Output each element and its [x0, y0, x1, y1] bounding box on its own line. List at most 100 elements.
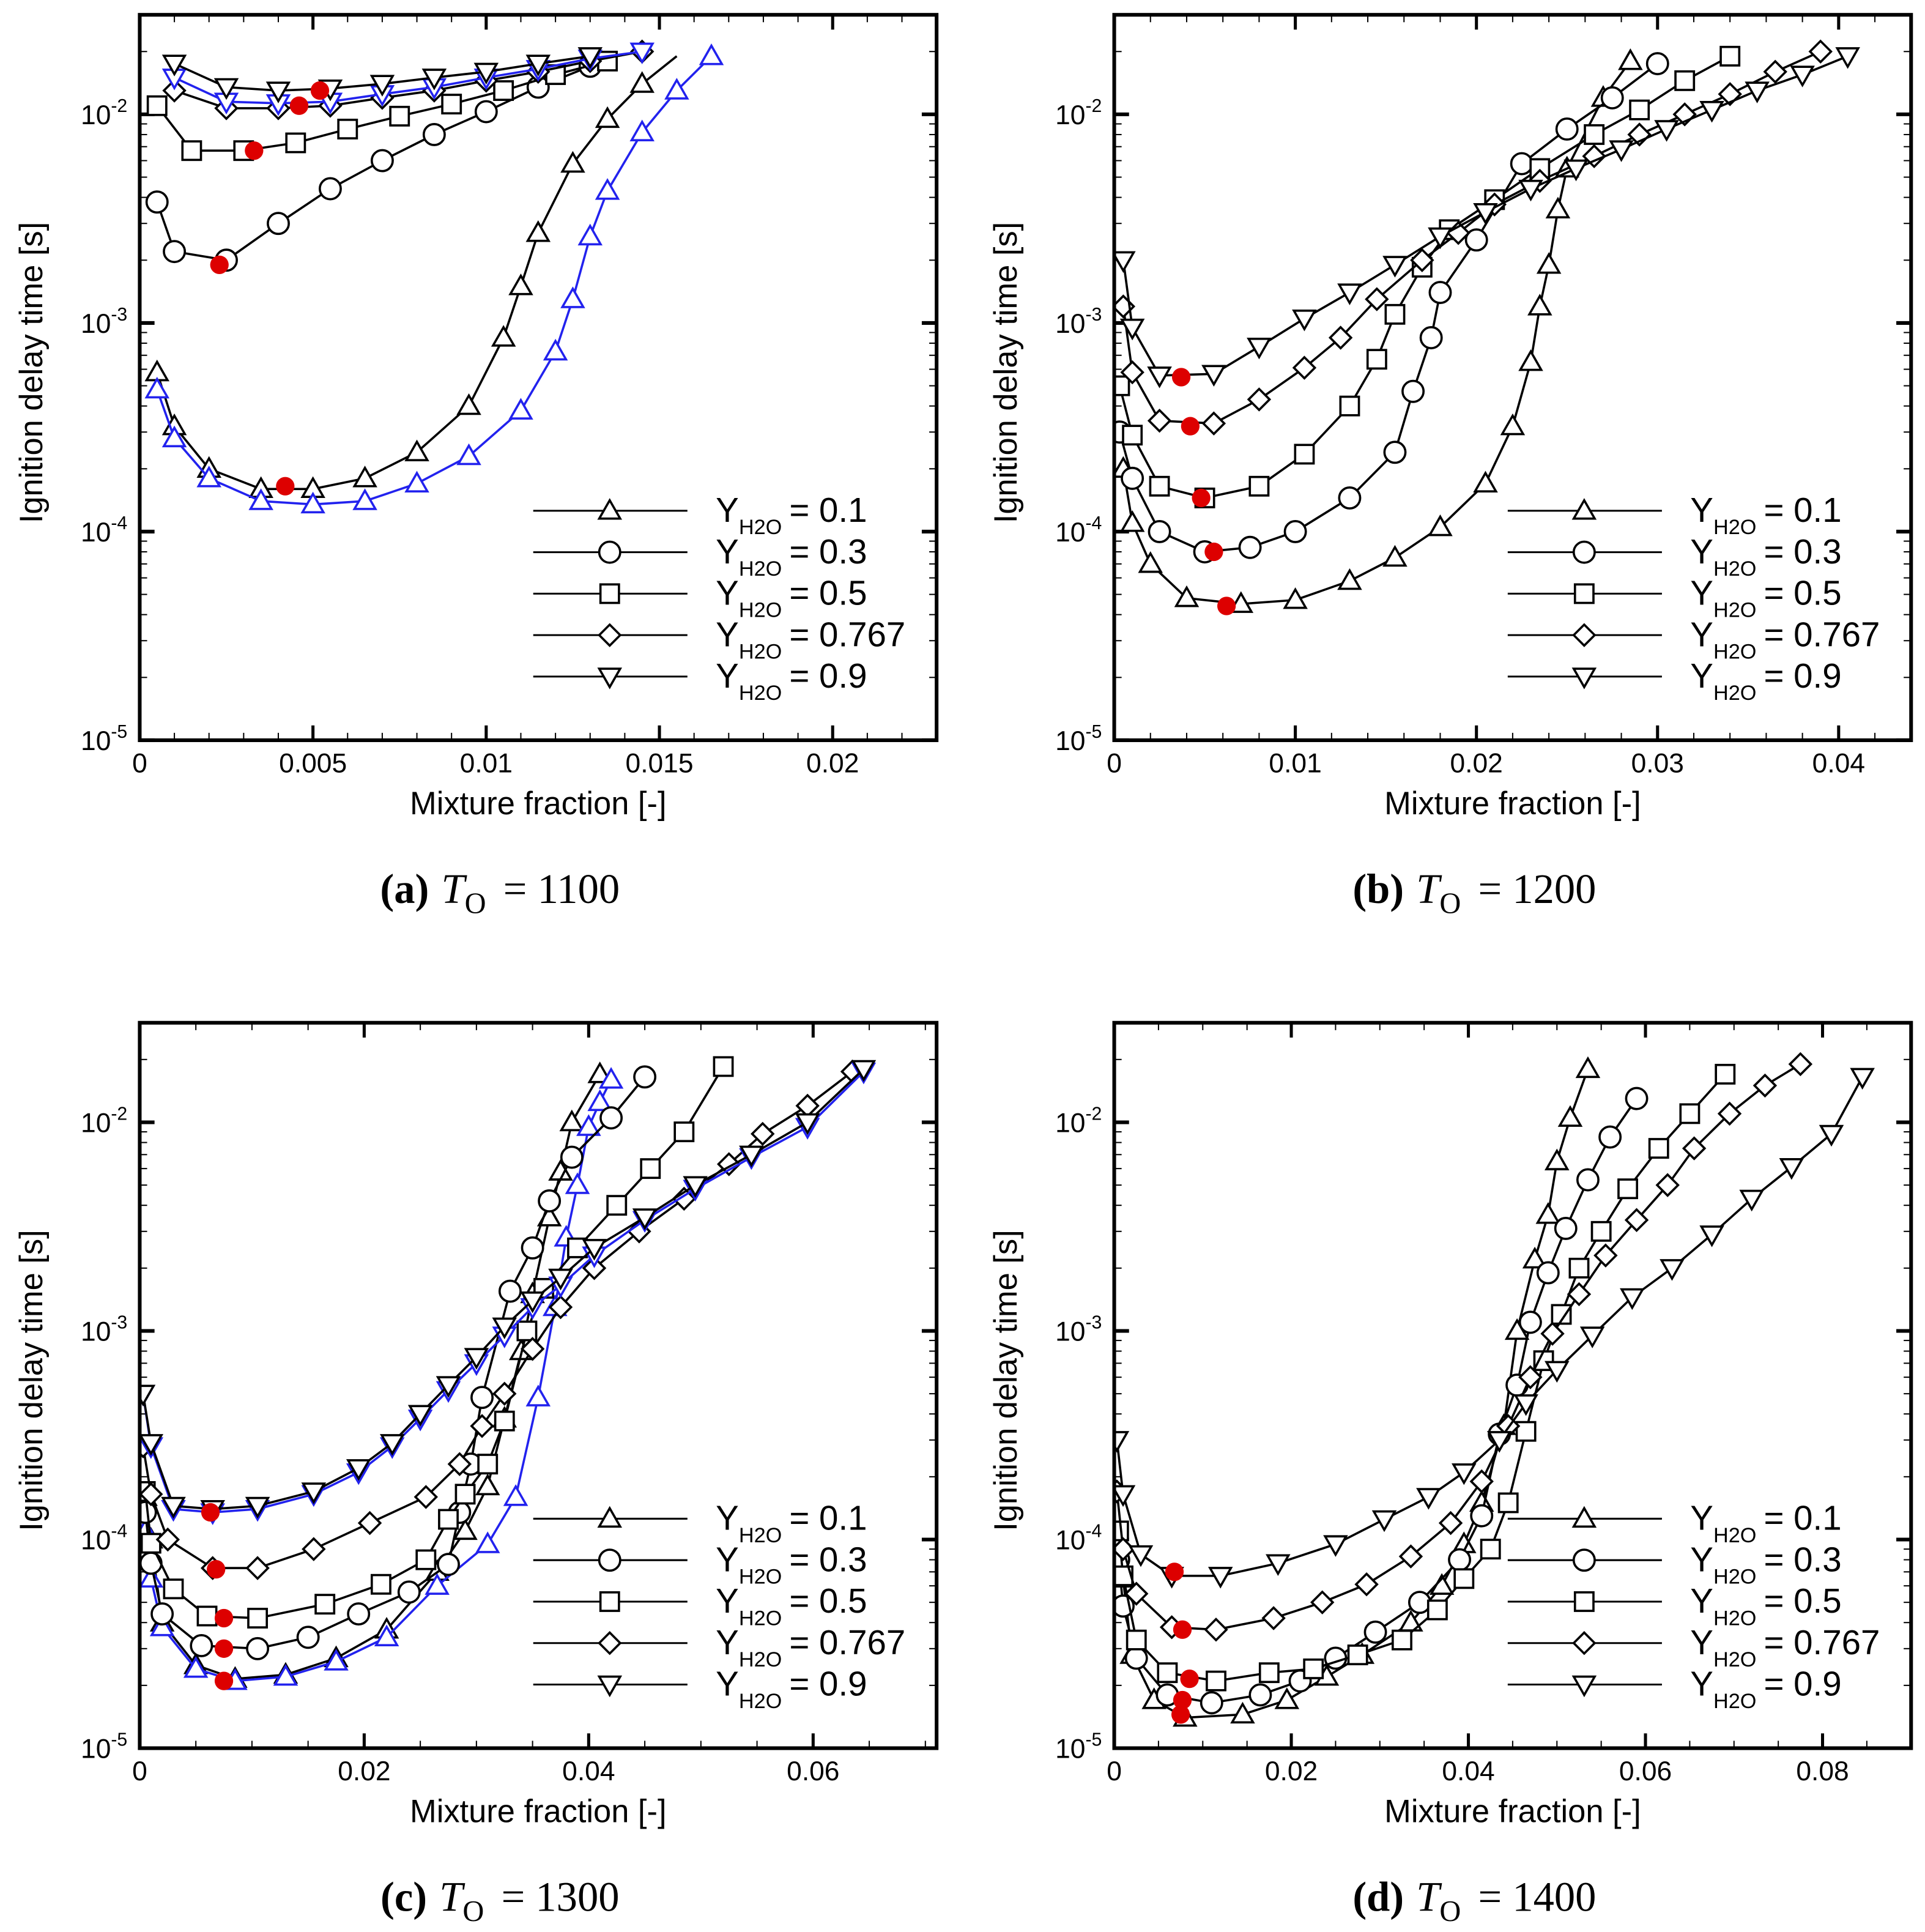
- data-point-square: [1715, 1063, 1736, 1085]
- data-point-square: [1206, 1670, 1226, 1692]
- minimum-point: [1180, 1670, 1199, 1689]
- legend-item: YH2O = 0.3: [1507, 1540, 1842, 1589]
- data-point-diamond: [1261, 1606, 1286, 1630]
- data-point-triangle-down: [1119, 318, 1145, 341]
- data-point-diamond: [1567, 1282, 1592, 1307]
- data-point-diamond: [1114, 294, 1136, 319]
- data-point-triangle-up: [1535, 1202, 1561, 1224]
- legend-marker-square: [1573, 1591, 1595, 1612]
- x-tick-label: 0.04: [562, 1756, 615, 1786]
- legend-marker-circle: [1572, 1548, 1596, 1572]
- y-tick-base: 10: [1055, 100, 1085, 130]
- series-line: [156, 60, 608, 152]
- legend-item: YH2O = 0.9: [1507, 656, 1842, 705]
- data-point-triangle-down: [1428, 227, 1453, 250]
- data-point-square: [494, 1410, 515, 1432]
- subplot-caption: (a) TO = 1100: [380, 866, 620, 920]
- data-point-square: [1480, 1539, 1501, 1560]
- data-point-circle: [1363, 1620, 1387, 1644]
- legend-label: YH2O = 0.5: [1690, 574, 1841, 622]
- data-point-circle: [397, 1580, 421, 1604]
- data-point-triangle-down: [629, 42, 655, 65]
- minimum-point: [245, 141, 264, 160]
- data-point-circle: [1598, 1125, 1622, 1149]
- minimum-point: [214, 1639, 234, 1658]
- data-point-triangle-down: [265, 81, 291, 103]
- data-point-circle: [560, 1145, 584, 1169]
- data-point-triangle-up: [543, 338, 568, 361]
- data-point-triangle-up: [404, 439, 429, 461]
- y-tick-label: 10-2: [1055, 1104, 1102, 1138]
- y-tick-label: 10-4: [81, 513, 127, 548]
- legend-marker-triangle-down: [597, 667, 623, 689]
- x-tick-label: 0.02: [806, 748, 859, 778]
- series-line: [174, 50, 642, 105]
- legend-item: YH2O = 0.9: [1507, 1665, 1842, 1713]
- legend-sub: H2O: [1713, 682, 1756, 705]
- legend-label: YH2O = 0.3: [716, 1540, 867, 1588]
- legend-sub: H2O: [1713, 599, 1756, 622]
- data-point-square: [247, 1608, 269, 1629]
- data-point-triangle-down: [1545, 1361, 1570, 1383]
- data-point-square: [1126, 1629, 1147, 1651]
- data-point-circle: [1148, 519, 1171, 543]
- data-point-square: [1590, 1221, 1612, 1242]
- data-point-triangle-down: [1114, 1431, 1130, 1453]
- data-point-diamond: [1540, 1321, 1565, 1346]
- data-point-square: [370, 1573, 391, 1595]
- y-tick-exponent: -3: [111, 1312, 127, 1332]
- legend-label: YH2O = 0.1: [1690, 491, 1841, 539]
- data-point-triangle-down: [1850, 1068, 1875, 1090]
- data-point-square: [1551, 1304, 1572, 1325]
- data-point-circle: [1464, 228, 1488, 252]
- data-point-triangle-up: [1527, 294, 1552, 316]
- data-point-triangle-down: [213, 78, 239, 100]
- legend-item: YH2O = 0.5: [533, 574, 867, 622]
- data-point-triangle-up: [475, 1531, 500, 1553]
- legend-value: = 0.3: [789, 1540, 867, 1578]
- data-point-square: [1392, 1629, 1412, 1651]
- data-point-circle: [1536, 1261, 1560, 1285]
- y-tick-exponent: -5: [1085, 722, 1102, 742]
- data-point-square: [1497, 1492, 1519, 1514]
- legend-item: YH2O = 0.767: [1507, 615, 1880, 663]
- legend-marker-triangle-up: [1571, 1506, 1597, 1528]
- data-point-triangle-down: [1416, 1488, 1441, 1510]
- data-point-circle: [190, 1634, 213, 1657]
- legend-label: YH2O = 0.5: [716, 1581, 867, 1630]
- series-line: [144, 1066, 725, 1619]
- legend-marker-square: [1573, 583, 1595, 604]
- data-point-square: [1568, 1257, 1590, 1279]
- data-point-square: [1515, 1421, 1537, 1442]
- data-point-diamond: [1120, 360, 1144, 385]
- data-point-triangle-down: [245, 1496, 270, 1519]
- data-point-triangle-up: [1557, 1105, 1583, 1127]
- legend-sub: H2O: [1713, 557, 1756, 581]
- data-point-triangle-up: [1473, 470, 1498, 493]
- data-point-triangle-up: [629, 119, 655, 141]
- data-point-square: [1453, 1568, 1475, 1589]
- data-point-square: [438, 1509, 459, 1530]
- plot-frame: [1112, 13, 1913, 742]
- data-point-triangle-up: [300, 491, 325, 514]
- data-point-triangle-up: [491, 325, 516, 347]
- series-line: [174, 50, 643, 110]
- data-point-triangle-up: [1138, 551, 1163, 573]
- data-point-diamond: [1147, 408, 1172, 433]
- data-point-triangle-up: [1283, 587, 1308, 609]
- data-point-triangle-down: [139, 1434, 164, 1456]
- y-tick-label: 10-2: [81, 96, 127, 130]
- data-point-triangle-down: [436, 1376, 461, 1398]
- data-point-circle: [1645, 52, 1669, 75]
- data-point-triangle-down: [161, 54, 187, 76]
- data-point-triangle-up: [161, 425, 187, 448]
- data-point-triangle-up: [1500, 413, 1526, 436]
- data-point-triangle-down: [1114, 1485, 1136, 1507]
- y-tick-exponent: -2: [111, 96, 127, 116]
- data-point-triangle-up: [1575, 1056, 1601, 1079]
- series-line: [156, 55, 678, 491]
- legend-value: = 0.767: [789, 615, 905, 653]
- legend-sub: H2O: [739, 516, 782, 539]
- data-point-triangle-down: [1609, 140, 1634, 162]
